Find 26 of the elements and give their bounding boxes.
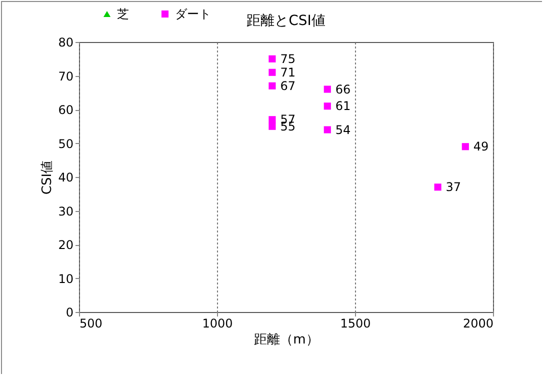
x-tick-label: 1000 (202, 316, 233, 330)
x-tick-label: 1500 (340, 316, 371, 330)
y-tick-label: 80 (58, 36, 74, 50)
data-label: 37 (446, 180, 462, 194)
y-axis-title: CSI値 (40, 160, 56, 195)
y-tick-label: 30 (58, 204, 74, 218)
data-label: 54 (335, 122, 351, 137)
legend-label: ダート (175, 7, 211, 21)
data-label: 49 (473, 140, 489, 154)
data-label: 67 (280, 78, 296, 93)
y-tick-label: 20 (58, 238, 74, 252)
data-label: 61 (335, 99, 351, 114)
y-tick-label: 50 (58, 136, 74, 151)
x-tick-label: 500 (80, 316, 102, 330)
y-tick-label: 10 (58, 272, 74, 286)
x-tick-label: 2000 (462, 316, 494, 330)
y-tick-label: 70 (58, 69, 74, 84)
y-tick-label: 40 (58, 170, 74, 184)
y-tick-label: 0 (66, 306, 74, 320)
chart-title: 距離とCSI値 (246, 13, 326, 29)
data-label: 71 (280, 65, 296, 80)
legend-label: 芝 (117, 7, 129, 21)
data-label: 75 (280, 52, 296, 66)
data-label: 66 (335, 82, 351, 96)
y-tick-label: 60 (58, 103, 74, 117)
x-axis-title: 距離（m） (254, 332, 319, 348)
